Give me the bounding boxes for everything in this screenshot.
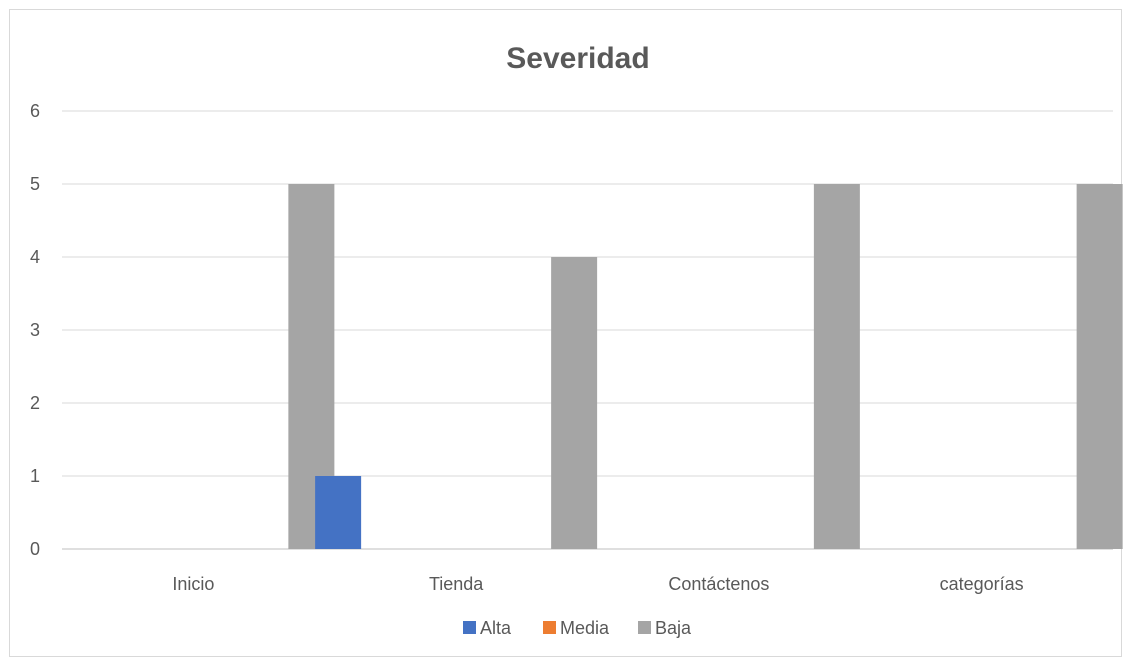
y-tick-label: 3 <box>30 320 40 340</box>
x-tick-label: Inicio <box>172 574 214 594</box>
legend-label-media: Media <box>560 618 610 638</box>
bar-baja-2 <box>813 184 860 549</box>
bar-alta-1 <box>315 476 362 549</box>
bars <box>288 184 1123 549</box>
x-tick-label: Contáctenos <box>668 574 769 594</box>
y-tick-label: 6 <box>30 101 40 121</box>
y-tick-label: 0 <box>30 539 40 559</box>
bar-baja-3 <box>1076 184 1123 549</box>
legend-label-baja: Baja <box>655 618 692 638</box>
y-tick-label: 1 <box>30 466 40 486</box>
y-axis-ticks: 0 1 2 3 4 5 6 <box>30 101 40 559</box>
legend-swatch-alta <box>463 621 476 634</box>
chart-title: Severidad <box>506 42 649 75</box>
legend-label-alta: Alta <box>480 618 512 638</box>
legend-swatch-media <box>543 621 556 634</box>
x-axis-ticks: Inicio Tienda Contáctenos categorías <box>172 574 1023 594</box>
y-tick-label: 4 <box>30 247 40 267</box>
y-tick-label: 2 <box>30 393 40 413</box>
legend-swatch-baja <box>638 621 651 634</box>
y-tick-label: 5 <box>30 174 40 194</box>
x-tick-label: categorías <box>940 574 1024 594</box>
x-tick-label: Tienda <box>429 574 484 594</box>
bar-baja-1 <box>551 257 598 549</box>
legend: Alta Media Baja <box>463 618 692 638</box>
